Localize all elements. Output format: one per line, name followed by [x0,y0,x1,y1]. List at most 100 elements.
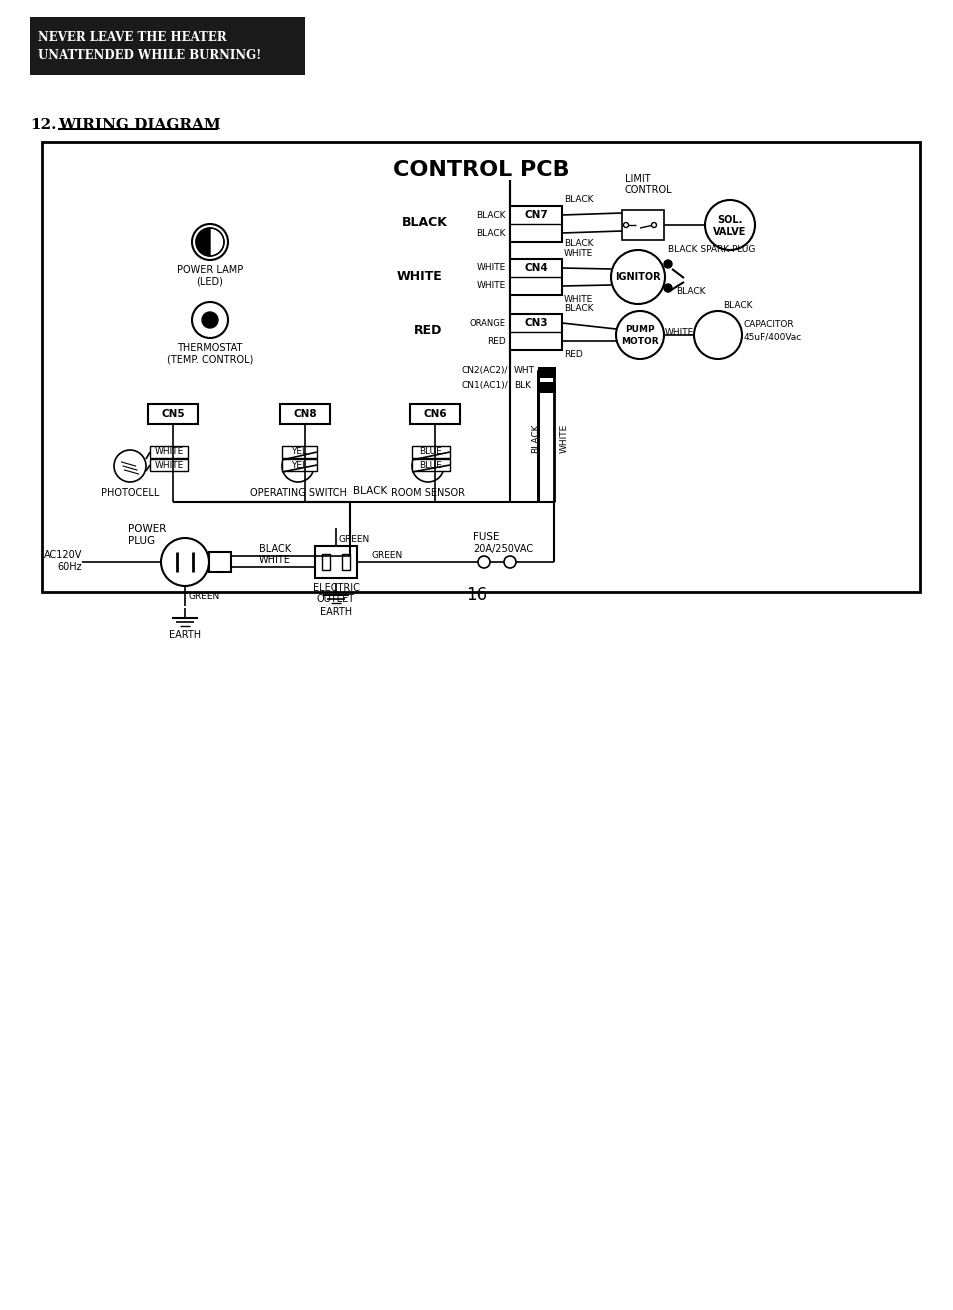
Circle shape [610,250,664,304]
Text: ROOM SENSOR: ROOM SENSOR [391,489,464,498]
Text: BLACK: BLACK [353,486,387,496]
Text: GREEN: GREEN [338,534,370,544]
Bar [621,210,663,240]
Circle shape [503,555,516,569]
Circle shape [651,223,656,228]
Circle shape [623,223,628,228]
Text: CN7: CN7 [523,210,547,220]
Text: WHT: WHT [514,365,535,375]
Text: THERMOSTAT: THERMOSTAT [177,343,242,352]
Text: NEVER LEAVE THE HEATER: NEVER LEAVE THE HEATER [38,31,227,45]
Text: CONTROL: CONTROL [624,185,672,195]
Text: (TEMP. CONTROL): (TEMP. CONTROL) [167,354,253,364]
Text: CN2(AC2)/: CN2(AC2)/ [461,365,507,375]
Text: UNATTENDED WHILE BURNING!: UNATTENDED WHILE BURNING! [38,48,261,62]
Circle shape [663,259,671,269]
Text: WHITE: WHITE [558,423,568,453]
Bar [341,554,350,570]
Text: YEL: YEL [291,461,307,469]
Text: IGNITOR: IGNITOR [615,272,660,282]
Text: POWER: POWER [128,524,166,534]
Text: CN3: CN3 [523,318,547,328]
Circle shape [192,224,228,259]
Text: CAPACITOR: CAPACITOR [743,320,794,329]
Text: WHITE: WHITE [476,263,505,272]
Text: ELECTRIC: ELECTRIC [313,583,359,593]
Text: BLK: BLK [514,381,531,390]
Text: EARTH: EARTH [319,607,352,617]
Bar [322,554,330,570]
Text: YEL: YEL [291,448,307,456]
Text: 16: 16 [466,586,487,604]
Text: WHITE: WHITE [563,295,593,304]
Text: (LED): (LED) [196,276,223,286]
Text: VALVE: VALVE [713,227,746,237]
Text: ORANGE: ORANGE [470,318,505,328]
Text: WHITE: WHITE [154,448,183,456]
Text: 12.: 12. [30,118,56,132]
Text: BLACK: BLACK [563,195,593,204]
Text: RED: RED [563,350,582,359]
Text: CONTROL PCB: CONTROL PCB [393,160,569,179]
Bar [510,206,561,242]
Text: CN8: CN8 [293,409,316,419]
Text: OUTLET: OUTLET [316,593,355,604]
Text: AC120V: AC120V [44,550,82,559]
Circle shape [113,451,146,482]
Text: BLACK: BLACK [476,228,505,237]
Text: BLACK: BLACK [722,301,752,310]
Text: GREEN: GREEN [189,592,220,601]
Text: GREEN: GREEN [372,552,403,559]
Text: MOTOR: MOTOR [620,338,659,347]
Text: CN5: CN5 [161,409,185,419]
Text: BLUE: BLUE [419,461,442,469]
Text: BLACK: BLACK [476,211,505,220]
Text: 45uF/400Vac: 45uF/400Vac [743,333,801,342]
Bar [150,445,188,458]
Circle shape [704,200,754,250]
Text: LIMIT: LIMIT [624,174,650,183]
Bar [209,552,231,572]
Circle shape [282,451,314,482]
Circle shape [202,312,218,328]
Bar [148,403,198,424]
Circle shape [477,555,490,569]
Bar [282,458,316,472]
Bar [314,546,356,578]
Text: PLUG: PLUG [128,536,155,546]
Text: RED: RED [487,337,505,346]
Text: BLUE: BLUE [419,448,442,456]
Bar [42,141,919,592]
Bar [510,259,561,295]
Text: BLACK: BLACK [676,287,705,296]
Text: WIRING DIAGRAM: WIRING DIAGRAM [58,118,220,132]
Text: WHITE: WHITE [476,282,505,291]
Text: BLACK SPARK PLUG: BLACK SPARK PLUG [667,245,755,254]
Text: BLACK: BLACK [258,544,291,554]
Text: 20A/250VAC: 20A/250VAC [473,544,533,554]
Text: WHITE: WHITE [154,461,183,469]
Text: CN1(AC1)/: CN1(AC1)/ [460,381,507,390]
Bar [150,458,188,472]
Bar [280,403,330,424]
Text: BLACK: BLACK [563,238,593,248]
Bar [510,314,561,350]
Text: WHITE: WHITE [259,555,291,565]
Text: POWER LAMP: POWER LAMP [176,265,243,275]
Wedge shape [195,228,210,255]
Bar [412,458,450,472]
Text: WHITE: WHITE [395,270,441,283]
Text: PUMP: PUMP [624,325,654,334]
Text: SOL.: SOL. [717,215,741,225]
Circle shape [192,303,228,338]
Text: EARTH: EARTH [169,630,201,641]
Text: OPERATING SWITCH: OPERATING SWITCH [250,489,346,498]
Circle shape [161,538,209,586]
Bar [537,367,556,379]
Text: BLACK: BLACK [531,423,540,453]
Bar [282,445,316,458]
Text: RED: RED [414,325,441,338]
Wedge shape [210,228,224,255]
FancyBboxPatch shape [57,172,553,528]
Circle shape [693,310,741,359]
